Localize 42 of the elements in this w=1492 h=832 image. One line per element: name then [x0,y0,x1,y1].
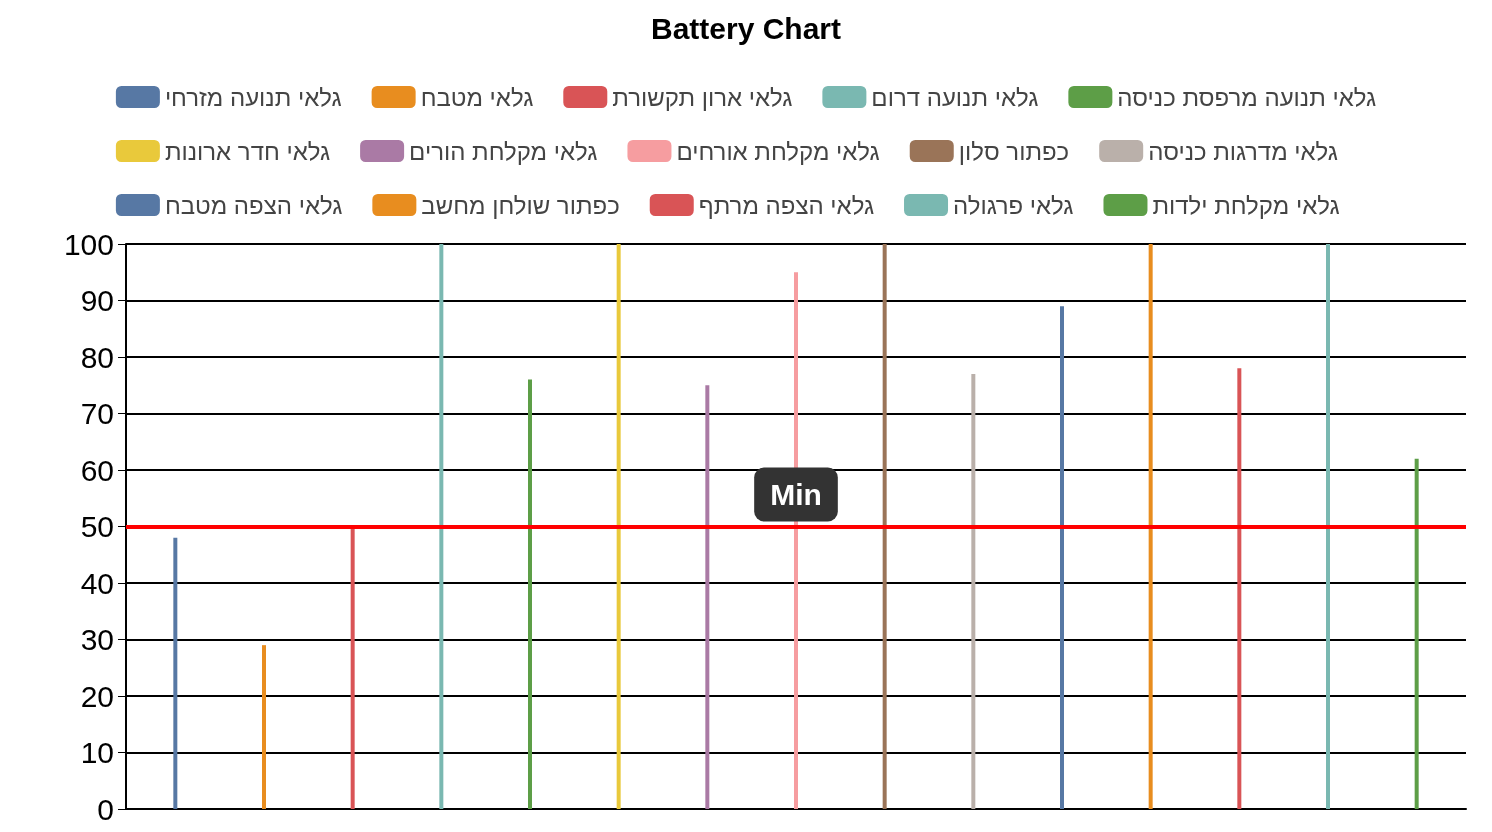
bar [350,526,355,809]
legend-label: גלאי חדר ארונות [164,137,331,165]
y-tick-label: 60 [80,453,114,487]
legend-label: גלאי מקלחת אורחים [676,137,880,165]
bar [705,385,710,809]
bar [1326,244,1330,809]
bar [882,244,887,809]
bar [1414,458,1419,809]
bar [528,379,532,809]
bar [1148,244,1153,809]
legend-label: גלאי מקלחת ילדות [1152,191,1340,219]
y-tick-label: 20 [80,679,114,713]
bar [616,244,621,809]
bar [262,645,266,809]
legend-label: כפתור סלון [958,137,1070,165]
legend-label: גלאי מקלחת הורים [409,137,598,165]
bar [1060,306,1064,809]
y-tick-label: 70 [80,397,114,430]
y-tick-label: 90 [80,284,114,317]
legend-label: גלאי תנועה מזרחי [164,83,342,111]
bar [971,373,976,809]
legend-label: גלאי פרגולה [953,191,1074,219]
bar [173,537,178,809]
y-tick-label: 40 [80,566,114,600]
y-tick-label: 50 [80,510,114,543]
legend-label: כפתור שולחן מחשב [421,191,620,219]
bar [1237,368,1242,809]
legend-label: גלאי תנועה דרום [871,83,1039,111]
y-tick-label: 80 [80,340,114,374]
y-tick-label: 30 [80,623,114,656]
ref-line-label: Min [770,478,822,511]
bar [439,244,444,809]
legend-label: גלאי הצפה מרתף [698,191,875,219]
legend-label: גלאי ארון תקשורת [612,83,793,111]
legend-label: גלאי תנועה מרפסת כניסה [1117,83,1377,111]
legend-label: גלאי מטבח [420,83,534,111]
y-tick-label: 0 [97,792,114,826]
chart-title: Battery Chart [650,11,842,45]
y-tick-label: 100 [63,227,114,261]
y-tick-label: 10 [80,736,114,769]
legend-label: גלאי הצפה מטבח [164,191,343,219]
legend-label: גלאי מדרגות כניסה [1148,137,1339,165]
